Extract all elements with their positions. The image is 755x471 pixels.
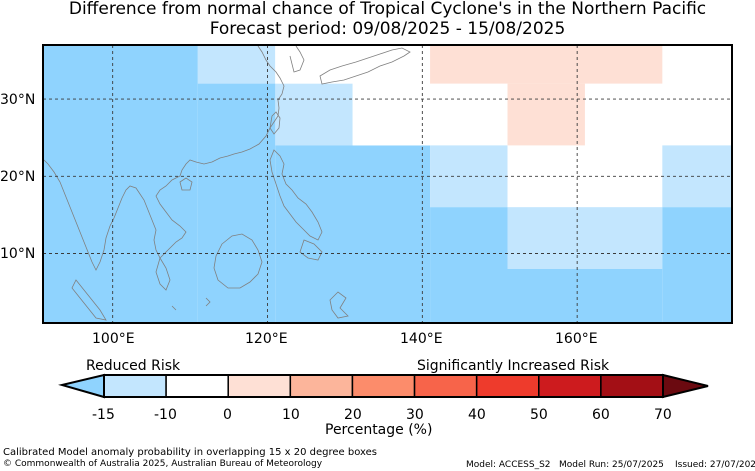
colorbar-segment	[413, 374, 478, 398]
coastline-malay	[155, 257, 171, 291]
colorbar-tick: 0	[223, 407, 232, 423]
lat-label-10: 10°N	[0, 246, 36, 262]
coastline-sumatra	[71, 279, 107, 321]
colorbar-segment	[600, 374, 664, 398]
lat-label-20: 20°N	[0, 169, 36, 185]
coastline-philippines	[269, 149, 323, 241]
chart-subtitle: Forecast period: 09/08/2025 - 15/08/2025	[209, 19, 566, 39]
colorbar-tick: -10	[154, 407, 177, 423]
risk-cell	[197, 45, 276, 84]
colorbar-tick: 20	[344, 407, 362, 423]
colorbar-segment	[351, 374, 416, 398]
risk-cell	[430, 45, 663, 84]
legend-reduced-risk-label: Reduced Risk	[86, 358, 181, 374]
coastline-sulawesi	[329, 291, 349, 319]
coastline-borneo	[213, 233, 263, 289]
risk-cell	[197, 83, 276, 323]
coastlines	[43, 45, 411, 321]
coastline-japan	[319, 47, 411, 85]
colorbar	[58, 373, 709, 399]
footer-copyright: © Commonwealth of Australia 2025, Austra…	[3, 459, 323, 469]
footer-model-run: Model Run: 25/07/2025	[559, 460, 664, 470]
risk-cells	[43, 45, 732, 323]
colorbar-segment	[289, 374, 354, 398]
colorbar-tick: 30	[406, 407, 424, 423]
footer-model: Model: ACCESS_S2	[466, 460, 551, 470]
risk-cell	[275, 145, 431, 323]
lat-label-30: 30°N	[0, 92, 36, 108]
lon-label-120: 120°E	[245, 331, 288, 347]
coastline-taiwan	[269, 111, 281, 135]
lon-label-100: 100°E	[92, 331, 135, 347]
coastline-mindanao	[299, 239, 323, 261]
colorbar-tick: 40	[468, 407, 486, 423]
colorbar-segments	[103, 374, 664, 398]
coastline-korea	[289, 45, 305, 73]
colorbar-segment	[227, 374, 292, 398]
risk-cell	[507, 207, 663, 269]
risk-cell	[430, 207, 508, 323]
risk-cell	[352, 83, 431, 146]
colorbar-segment	[165, 374, 229, 398]
risk-cell	[430, 83, 508, 146]
colorbar-frame	[103, 374, 664, 398]
coastline-asia	[43, 45, 285, 271]
colorbar-tick: 50	[530, 407, 548, 423]
risk-cell	[662, 207, 732, 323]
colorbar-low-arrow	[58, 373, 105, 399]
risk-cell	[507, 83, 585, 146]
risk-cell	[507, 268, 663, 323]
colorbar-segment	[538, 374, 602, 398]
footer-description: Calibrated Model anomaly probability in …	[3, 447, 378, 458]
legend-increased-risk-label: Significantly Increased Risk	[417, 358, 610, 374]
risk-cell	[275, 83, 353, 146]
legend-axis-label: Percentage (%)	[325, 422, 433, 438]
coastline-micro-islands	[171, 297, 211, 311]
colorbar-tick: 10	[282, 407, 300, 423]
colorbar-tick: 70	[654, 407, 672, 423]
graticule	[43, 45, 732, 323]
map-frame	[42, 44, 733, 324]
risk-cell	[662, 45, 732, 146]
lon-label-160: 160°E	[555, 331, 598, 347]
colorbar-high-arrow	[662, 373, 709, 399]
colorbar-tick: -15	[92, 407, 115, 423]
footer-issued: Issued: 27/07/2025	[675, 460, 755, 470]
risk-cell	[43, 45, 198, 323]
chart-title: Difference from normal chance of Tropica…	[68, 0, 707, 19]
coastline-hainan	[179, 177, 193, 191]
colorbar-segment	[103, 374, 167, 398]
colorbar-tick: 60	[592, 407, 610, 423]
risk-cell	[584, 83, 663, 146]
lon-label-140: 140°E	[400, 331, 443, 347]
colorbar-segment	[475, 374, 540, 398]
